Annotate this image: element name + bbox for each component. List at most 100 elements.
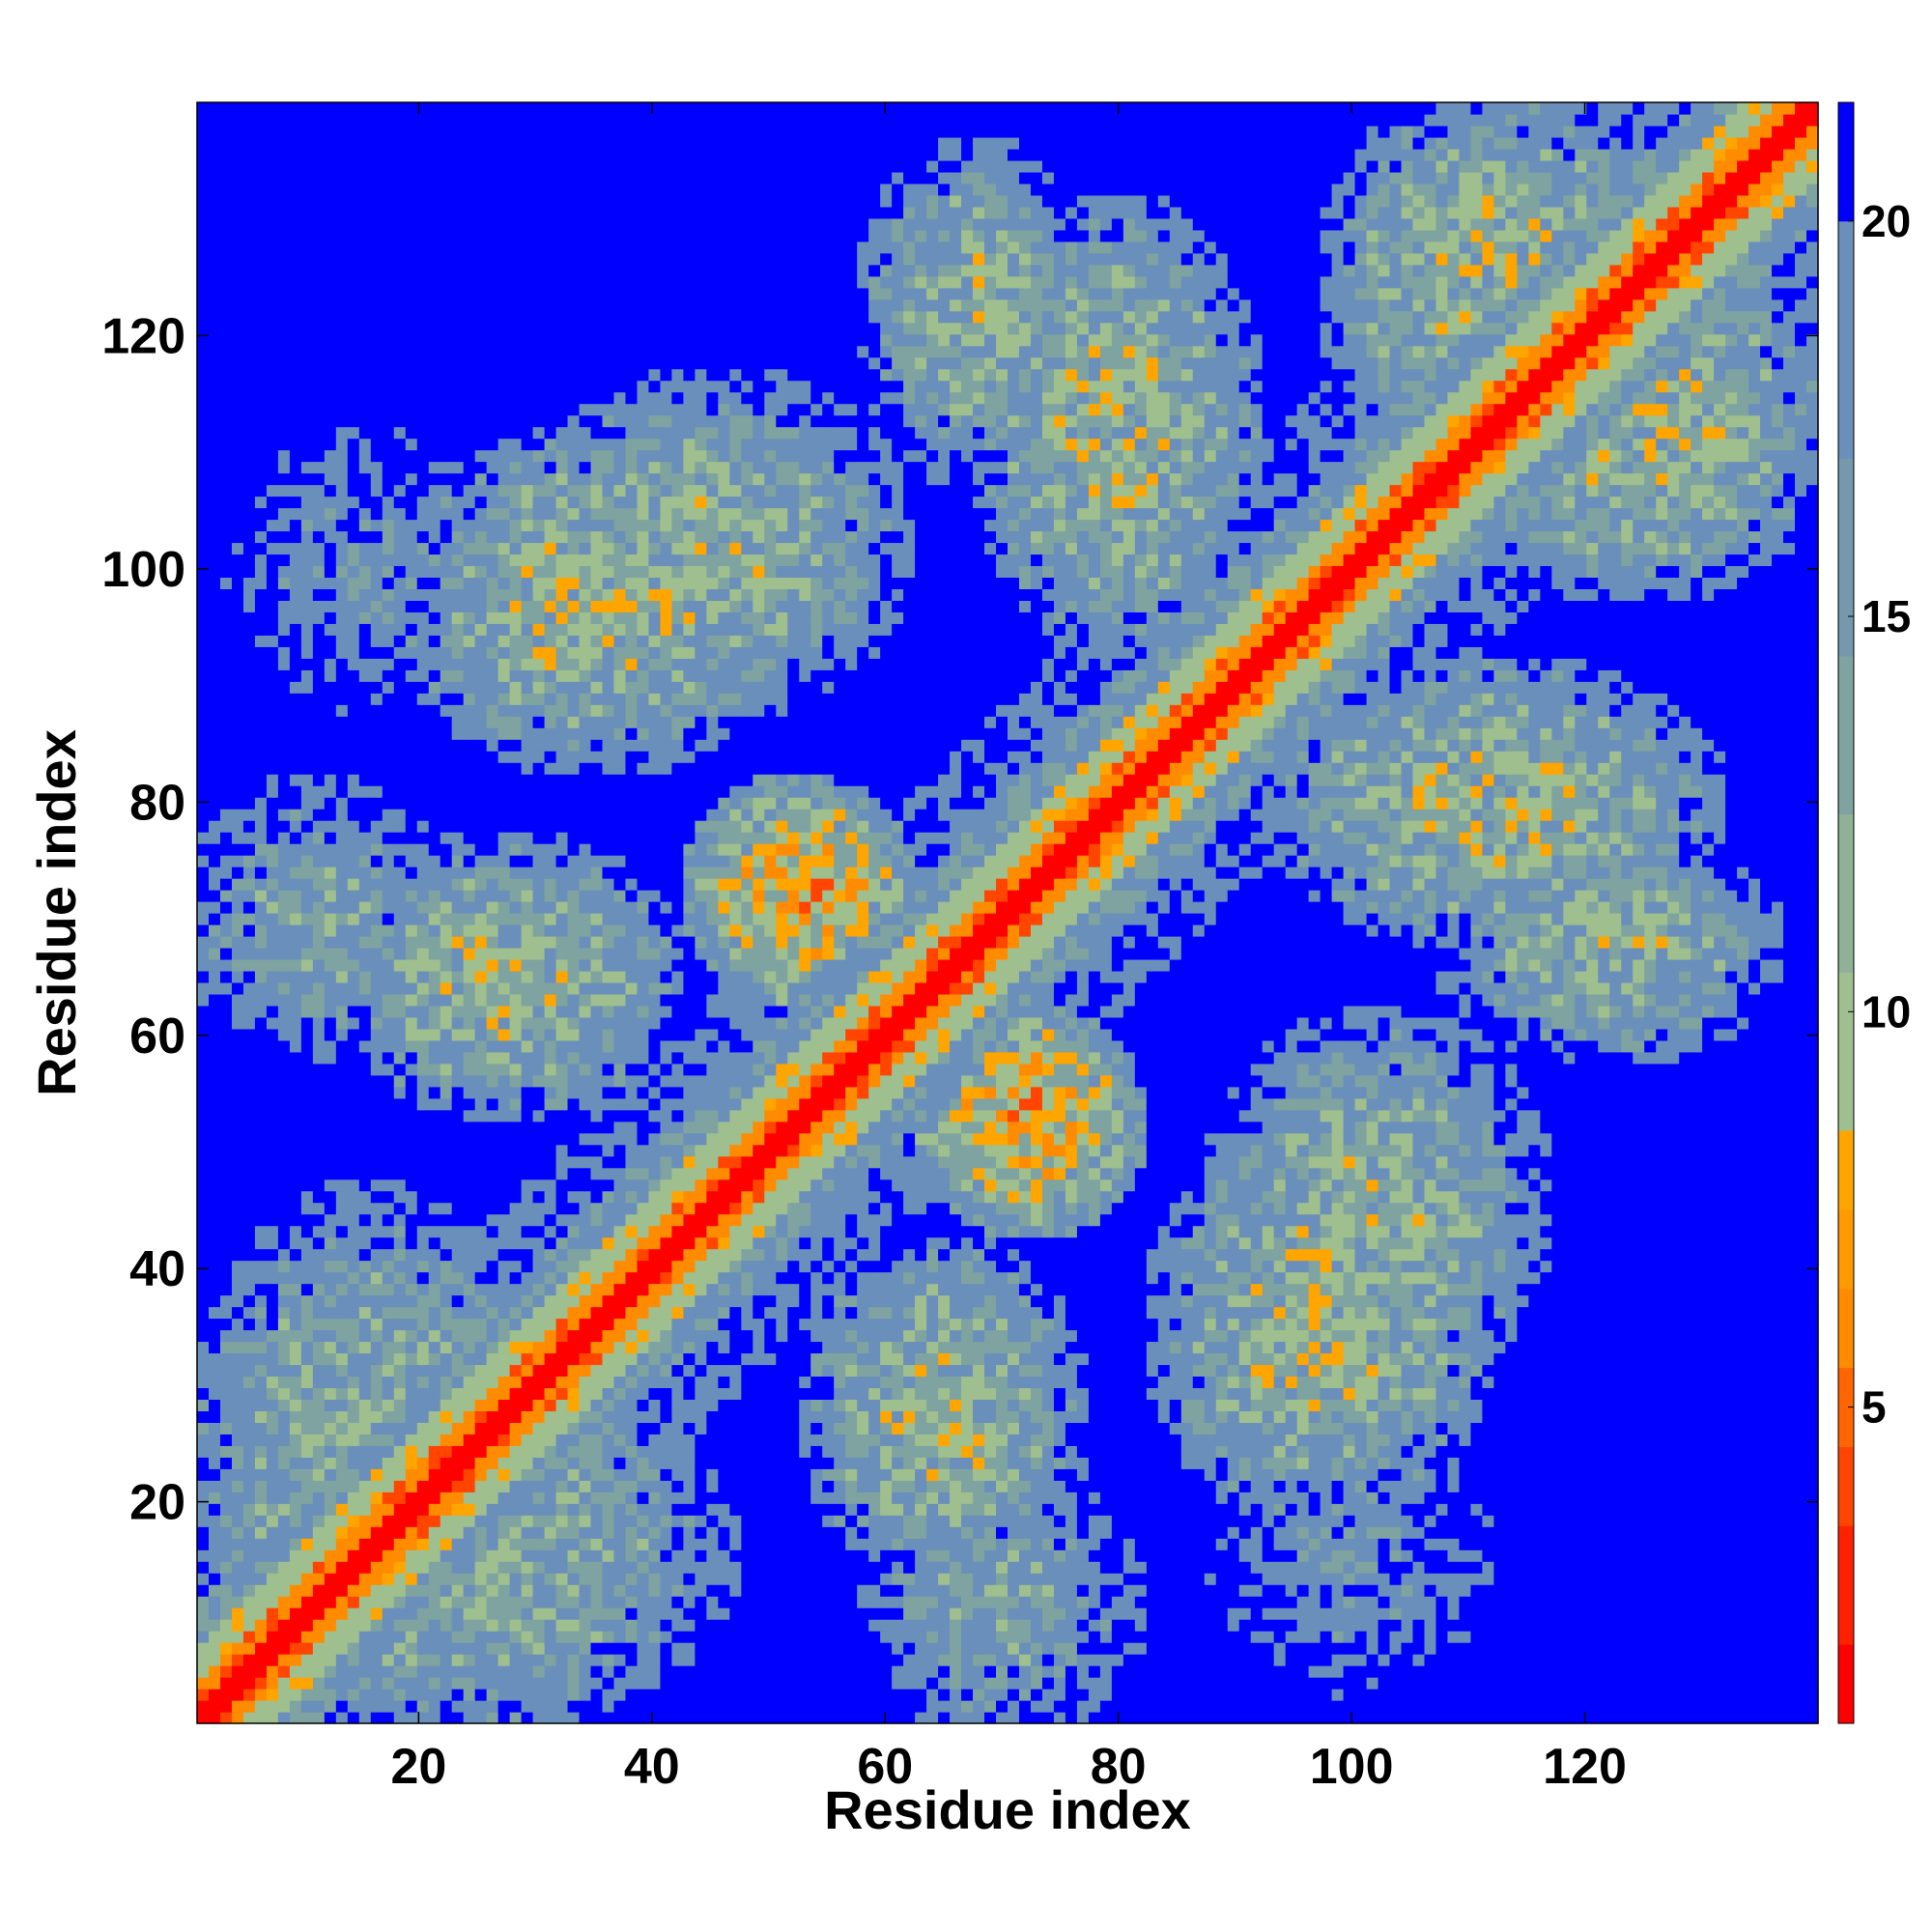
heatmap-cell [254,1665,268,1678]
heatmap-cell [474,785,488,798]
heatmap-cell [219,693,233,705]
heatmap-cell [393,1631,407,1643]
heatmap-cell [393,472,407,486]
heatmap-cell [393,681,407,694]
heatmap-cell [277,1677,291,1690]
heatmap-cell [532,1121,546,1134]
heatmap-cell [382,1132,395,1146]
heatmap-cell [579,496,592,509]
heatmap-cell [231,1155,244,1169]
heatmap-cell [509,1387,523,1400]
heatmap-cell [347,935,360,949]
heatmap-cell [347,947,360,960]
heatmap-cell [370,981,384,995]
heatmap-cell [219,1294,233,1308]
heatmap-cell [208,611,221,624]
heatmap-cell [347,855,360,867]
heatmap-cell [486,785,499,798]
heatmap-cell [277,958,291,972]
heatmap-cell [405,855,418,867]
heatmap-cell [486,935,499,949]
heatmap-cell [382,855,395,867]
heatmap-cell [544,241,557,254]
heatmap-cell [416,867,430,879]
heatmap-cell [567,1492,581,1504]
heatmap-cell [428,241,441,254]
heatmap-cell [370,449,384,463]
heatmap-cell [242,1607,256,1620]
heatmap-cell [405,923,418,937]
heatmap-cell [393,345,407,358]
heatmap-cell [428,345,441,358]
heatmap-cell [555,1538,569,1550]
heatmap-cell [300,913,314,925]
heatmap-cell [254,275,268,289]
heatmap-cell [370,1445,384,1458]
heatmap-cell [277,993,291,1007]
heatmap-cell [567,1376,581,1389]
heatmap-cell [254,1387,268,1400]
heatmap-cell [219,1538,233,1550]
heatmap-cell [440,1468,453,1481]
heatmap-cell [358,391,372,405]
heatmap-cell [440,1132,453,1146]
heatmap-cell [544,565,557,579]
heatmap-cell [405,1515,418,1527]
heatmap-cell [405,1526,418,1539]
heatmap-cell [266,1329,279,1343]
heatmap-cell [497,1457,511,1469]
heatmap-cell [242,958,256,972]
heatmap-cell [231,1213,244,1227]
heatmap-cell [312,414,326,428]
heatmap-cell [254,913,268,925]
heatmap-cell [451,751,465,763]
heatmap-cell [347,1260,360,1273]
heatmap-cell [451,472,465,486]
heatmap-cell [497,739,511,752]
heatmap-cell [312,890,326,902]
heatmap-cell [428,635,441,647]
heatmap-cell [451,1549,465,1562]
heatmap-cell [440,923,453,937]
heatmap-cell [567,1631,581,1643]
heatmap-cell [590,333,604,347]
heatmap-cell [521,1260,534,1273]
heatmap-cell [324,623,337,636]
heatmap-cell [509,1399,523,1411]
heatmap-cell [405,1712,418,1724]
heatmap-cell [486,519,499,532]
heatmap-cell [567,1202,581,1215]
heatmap-cell [231,241,244,254]
heatmap-cell [231,658,244,670]
heatmap-cell [602,855,615,867]
heatmap-cell [393,901,407,914]
heatmap-cell [382,1283,395,1296]
heatmap-cell [602,1689,615,1701]
heatmap-cell [289,310,302,324]
heatmap-cell [486,542,499,555]
heatmap-cell [382,1039,395,1053]
heatmap-cell [416,739,430,752]
heatmap-cell [579,356,592,370]
heatmap-cell [289,229,302,242]
heatmap-cell [544,1410,557,1423]
heatmap-cell [289,762,302,775]
heatmap-cell [370,1631,384,1643]
heatmap-cell [289,1549,302,1562]
heatmap-cell [335,1086,349,1099]
heatmap-cell [521,1573,534,1585]
heatmap-cell [567,229,581,242]
heatmap-cell [497,1596,511,1608]
heatmap-cell [532,1654,546,1666]
heatmap-cell [463,333,476,347]
heatmap-cell [393,241,407,254]
heatmap-cell [277,1619,291,1632]
heatmap-cell [370,1213,384,1227]
heatmap-cell [428,1086,441,1099]
heatmap-cell [428,125,441,138]
heatmap-cell [289,217,302,231]
heatmap-cell [463,391,476,405]
heatmap-cell [219,774,233,786]
heatmap-cell [474,449,488,463]
heatmap-cell [532,704,546,717]
